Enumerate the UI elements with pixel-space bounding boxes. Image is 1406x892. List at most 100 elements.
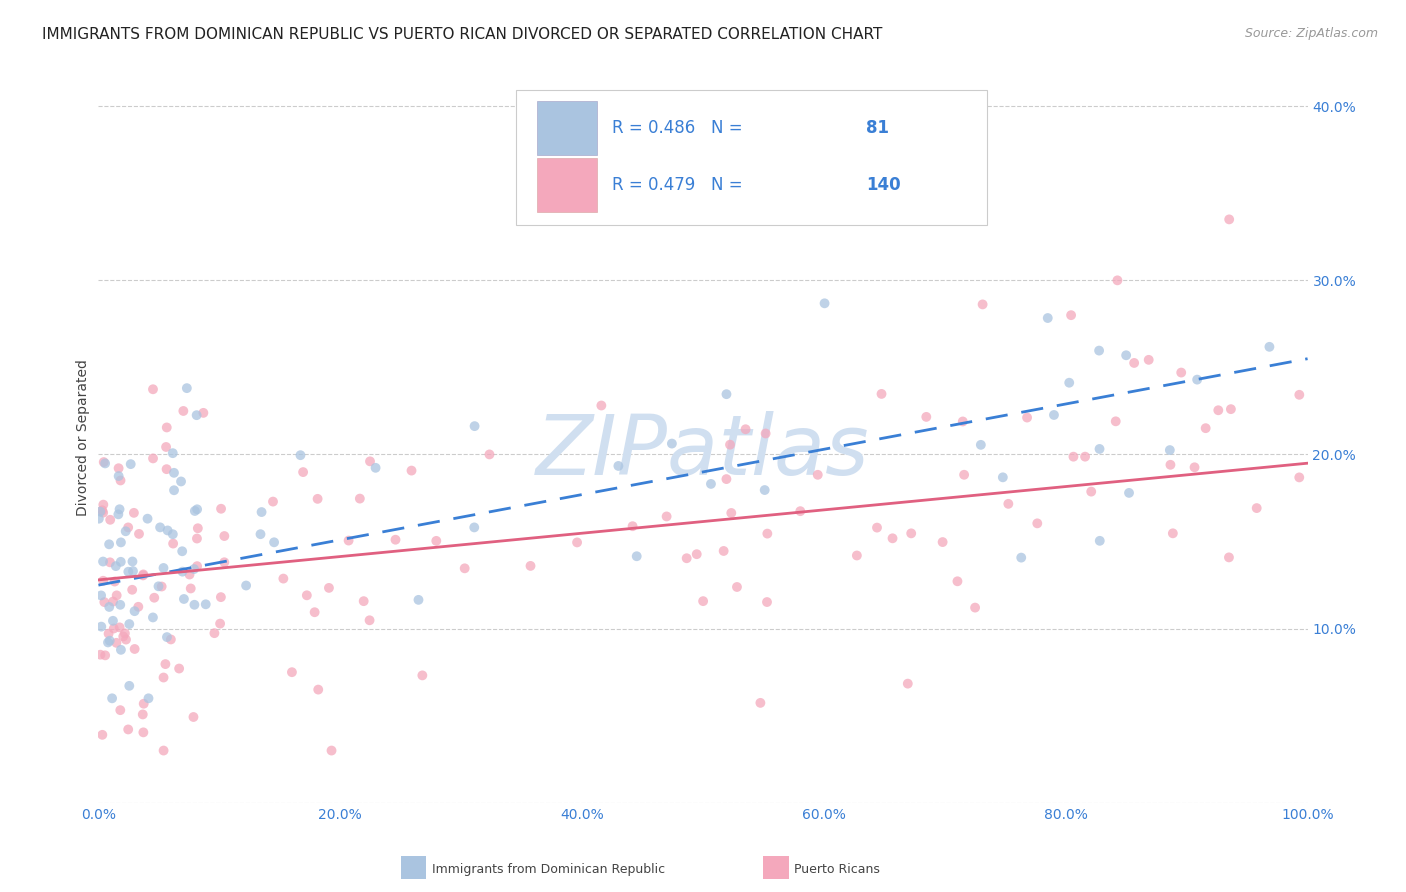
Point [108, 620, 131, 634]
Point [281, 665, 304, 680]
Text: 140: 140 [866, 176, 901, 194]
Point [89, 505, 111, 519]
Text: Source: ZipAtlas.com: Source: ZipAtlas.com [1244, 27, 1378, 40]
Point [718, 438, 741, 452]
FancyBboxPatch shape [537, 102, 596, 155]
Point [183, 598, 205, 612]
Point [359, 613, 381, 627]
Point [1185, 373, 1208, 387]
Point [172, 565, 194, 579]
Point [114, 626, 136, 640]
Point [931, 535, 953, 549]
Point [98, 599, 121, 614]
FancyBboxPatch shape [537, 158, 596, 211]
Point [110, 474, 132, 488]
Point [900, 526, 922, 541]
Point [304, 605, 326, 619]
Point [307, 682, 329, 697]
Point [1258, 340, 1281, 354]
Point [132, 567, 155, 582]
Point [997, 497, 1019, 511]
Point [1218, 212, 1240, 227]
Point [235, 578, 257, 592]
Point [87, 511, 110, 525]
Point [675, 551, 697, 566]
Point [93, 455, 115, 469]
Point [121, 554, 143, 568]
Point [1118, 486, 1140, 500]
Point [1170, 366, 1192, 380]
Point [115, 632, 138, 647]
Point [93, 595, 115, 609]
Point [160, 632, 183, 647]
Point [1159, 443, 1181, 458]
Point [845, 549, 868, 563]
Point [425, 533, 447, 548]
Point [204, 626, 226, 640]
Point [194, 597, 217, 611]
Text: Puerto Ricans: Puerto Ricans [794, 863, 880, 876]
Point [152, 561, 174, 575]
Point [110, 555, 132, 569]
Point [91, 728, 114, 742]
Point [655, 509, 678, 524]
Point [107, 461, 129, 475]
Point [349, 491, 371, 506]
Point [1105, 414, 1128, 428]
Point [90, 589, 112, 603]
Point [813, 296, 835, 310]
FancyBboxPatch shape [516, 90, 987, 225]
Point [463, 520, 485, 534]
Point [112, 630, 135, 644]
Text: Immigrants from Dominican Republic: Immigrants from Dominican Republic [432, 863, 665, 876]
Point [156, 524, 179, 538]
Point [132, 568, 155, 582]
Point [953, 467, 976, 482]
Point [98, 555, 121, 569]
Point [117, 565, 139, 579]
Point [700, 477, 723, 491]
Point [807, 467, 830, 482]
Point [263, 535, 285, 549]
Point [118, 679, 141, 693]
Point [1043, 408, 1066, 422]
Point [132, 725, 155, 739]
Point [749, 696, 772, 710]
Point [1184, 460, 1206, 475]
Point [262, 494, 284, 508]
Point [607, 458, 630, 473]
Point [97, 626, 120, 640]
Point [249, 527, 271, 541]
Point [107, 469, 129, 483]
Point [91, 506, 114, 520]
Point [186, 532, 208, 546]
Point [1107, 273, 1129, 287]
Point [108, 502, 131, 516]
Point [117, 723, 139, 737]
Point [186, 408, 208, 422]
Point [1137, 352, 1160, 367]
Point [150, 580, 173, 594]
Point [91, 503, 114, 517]
Point [1010, 550, 1032, 565]
Point [122, 564, 145, 578]
Point [1288, 470, 1310, 484]
Point [1218, 550, 1240, 565]
Point [478, 447, 501, 461]
Point [401, 464, 423, 478]
Point [167, 661, 190, 675]
Point [97, 635, 120, 649]
Point [162, 446, 184, 460]
Point [716, 387, 738, 401]
Point [364, 460, 387, 475]
Point [756, 526, 779, 541]
Point [91, 498, 114, 512]
Point [155, 440, 177, 454]
Point [1062, 450, 1084, 464]
Point [1074, 450, 1097, 464]
Point [318, 581, 340, 595]
Point [91, 555, 114, 569]
Point [970, 438, 993, 452]
Point [1026, 516, 1049, 531]
Point [101, 691, 124, 706]
